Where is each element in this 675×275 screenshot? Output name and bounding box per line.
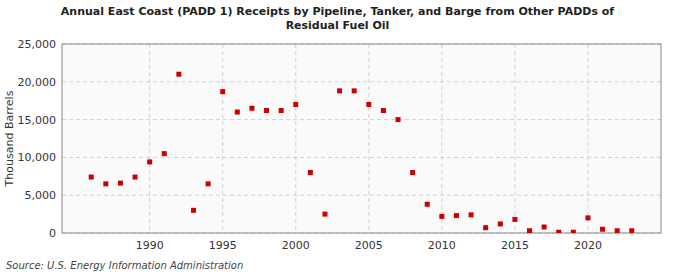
point [410,170,415,175]
point [483,225,488,230]
y-grid-line [62,157,661,158]
point [308,170,313,175]
point [279,108,284,113]
point [542,224,547,229]
chart-svg: 0 5,000 10,000 15,000 20,000 25,000 1990 1995 20… [0,0,675,275]
y-tick-label: 25,000 [18,38,57,51]
point [512,217,517,222]
y-grid-line [62,119,661,120]
point [118,181,123,186]
y-tick-label: 20,000 [18,76,57,89]
y-axis-label: Thousand Barrels [3,90,16,187]
point [585,215,590,220]
y-tick-label: 5,000 [25,189,57,202]
x-grid-line [514,44,515,233]
x-tick-label: 2010 [428,239,456,252]
point [352,88,357,93]
point [366,102,371,107]
x-grid-line [441,44,442,233]
y-tick-label: 15,000 [18,114,57,127]
x-tick-label: 2020 [574,239,602,252]
point [293,102,298,107]
x-tick-label: 2000 [282,239,310,252]
point [337,88,342,93]
point [469,212,474,217]
y-tick-label: 10,000 [18,151,57,164]
point [206,181,211,186]
point [629,228,634,233]
point [235,110,240,115]
points [89,72,635,233]
point [527,228,532,233]
point [176,72,181,77]
y-grid-line [62,81,661,82]
title: Annual East Coast (PADD 1) Receipts by P… [61,5,615,32]
point [454,213,459,218]
point [600,227,605,232]
point [439,214,444,219]
title-line: Annual East Coast (PADD 1) Receipts by P… [61,5,615,18]
plot-frame [62,44,661,233]
point [322,212,327,217]
point [556,230,561,233]
x-tick-label: 1990 [136,239,164,252]
point [220,89,225,94]
point [571,230,576,233]
point [396,117,401,122]
point [498,221,503,226]
point [381,108,386,113]
point [425,202,430,207]
x-tick-label: 1995 [209,239,237,252]
point [615,228,620,233]
x-tick-label: 2015 [501,239,529,252]
x-grid-line [149,44,150,233]
y-tick-label: 0 [49,227,56,240]
point [147,159,152,164]
chart-container: 0 5,000 10,000 15,000 20,000 25,000 1990 1995 20… [0,0,675,275]
y-grid-line [62,195,661,196]
point [133,175,138,180]
point [162,151,167,156]
grid [62,44,661,233]
point [191,208,196,213]
point [249,106,254,111]
x-tick-label: 2005 [355,239,383,252]
point [103,181,108,186]
source-note: Source: U.S. Energy Information Administ… [6,260,243,271]
title-line: Residual Fuel Oil [286,19,390,32]
point [264,108,269,113]
x-grid-line [368,44,369,233]
x-grid-line [295,44,296,233]
plot-background [62,44,661,233]
x-grid-line [222,44,223,233]
x-grid-line [587,44,588,233]
point [89,175,94,180]
